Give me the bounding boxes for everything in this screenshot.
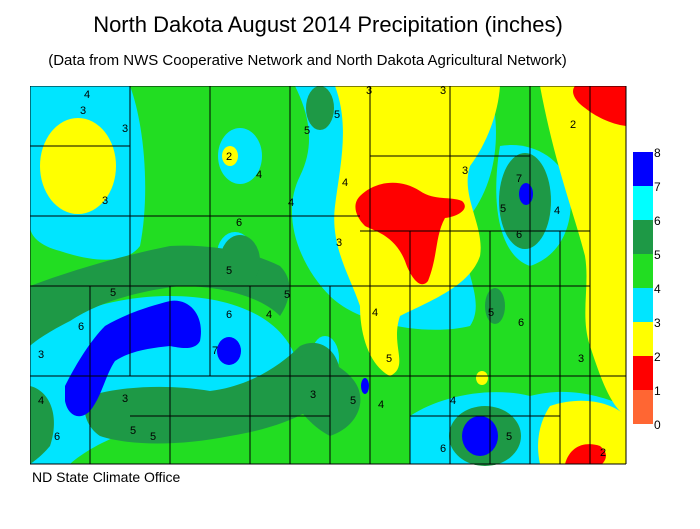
zone-2to3-east [540,86,626,416]
legend-label-7: 7 [654,180,661,194]
zone-7to8-east [519,183,533,205]
contour-label: 4 [84,89,90,101]
zone-5to6-center [220,235,260,287]
zone-5to6-west-edge [30,386,54,464]
zone-5to6-southcentral [280,356,361,436]
contour-label: 3 [336,237,342,249]
contour-label: 3 [462,165,468,177]
contour-label: 4 [450,395,456,407]
contour-label: 3 [366,86,372,97]
legend-swatch-3to4 [633,288,653,322]
legend-label-5: 5 [654,248,661,262]
legend-swatch-4to5 [633,254,653,288]
contour-label: 6 [516,229,522,241]
contour-label: 6 [226,309,232,321]
contour-label: 5 [110,287,116,299]
contour-label: 4 [38,395,44,407]
legend-label-4: 4 [654,282,661,296]
zone-3to4-small-3 [218,128,262,184]
contour-label: 4 [288,197,294,209]
zone-2to3-northwest [40,118,116,214]
legend-swatch-0to1 [633,390,653,424]
zone-7to8-southeast [462,416,498,456]
legend-swatch-5to6 [633,220,653,254]
credit-line: ND State Climate Office [32,469,181,485]
legend-label-3: 3 [654,316,661,330]
county-boundaries [30,86,627,465]
contour-label: 3 [122,393,128,405]
contour-label: 5 [130,425,136,437]
contour-label: 5 [386,353,392,365]
contour-label: 6 [78,321,84,333]
contour-label: 3 [102,195,108,207]
legend-label-0: 0 [654,418,661,432]
zone-7to8-west-central [217,337,241,365]
contour-label: 3 [38,349,44,361]
contour-label: 3 [578,353,584,365]
precipitation-legend [633,152,653,424]
contour-label: 5 [488,307,494,319]
contour-label: 7 [212,345,218,357]
contour-label: 4 [266,309,272,321]
contour-label: 5 [150,431,156,443]
contour-label: 4 [256,169,262,181]
map-subtitle: (Data from NWS Cooperative Network and N… [48,52,567,69]
legend-label-1: 1 [654,384,661,398]
contour-label: 3 [122,123,128,135]
contour-label: 6 [518,317,524,329]
zone-5to6-south [84,342,340,444]
contour-label: 6 [236,217,242,229]
contour-label: 2 [226,151,232,163]
zone-1to2-southeast [565,444,606,464]
contour-label: 5 [350,395,356,407]
contour-label: 2 [570,119,576,131]
contour-label: 2 [600,447,606,459]
contour-label: 5 [506,431,512,443]
contour-label: 3 [440,86,446,97]
contour-label: 7 [516,173,522,185]
contour-label: 3 [310,389,316,401]
contour-label: 5 [304,125,310,137]
zone-5to6-north-central [306,86,334,130]
zone-2to3-small-2 [476,371,488,385]
contour-label: 5 [500,203,506,215]
contour-label: 6 [440,443,446,455]
contour-label: 4 [554,205,560,217]
legend-swatch-6to7 [633,186,653,220]
map-title: North Dakota August 2014 Precipitation (… [93,12,563,37]
legend-swatch-2to3 [633,322,653,356]
contour-label: 4 [372,307,378,319]
contour-label: 4 [342,177,348,189]
zone-7to8-small [361,378,369,394]
legend-swatch-7to8 [633,152,653,186]
legend-label-8: 8 [654,146,661,160]
legend-label-2: 2 [654,350,661,364]
zone-1to2-northeast [573,86,626,126]
zone-2to3-small-1 [222,146,238,166]
contour-label: 6 [54,431,60,443]
contour-label: 5 [284,289,290,301]
contour-label: 5 [226,265,232,277]
contour-label: 4 [378,399,384,411]
zone-7to8-southwest [65,300,201,417]
contour-label: 3 [80,105,86,117]
legend-label-6: 6 [654,214,661,228]
contour-labels: 4 3 3 3 5 2 4 5 3 3 6 5 5 4 4 3 4 5 5 6 … [38,86,606,459]
precipitation-map: 4 3 3 3 5 2 4 5 3 3 6 5 5 4 4 3 4 5 5 6 … [30,86,627,466]
contour-label: 5 [334,109,340,121]
legend-swatch-1to2 [633,356,653,390]
